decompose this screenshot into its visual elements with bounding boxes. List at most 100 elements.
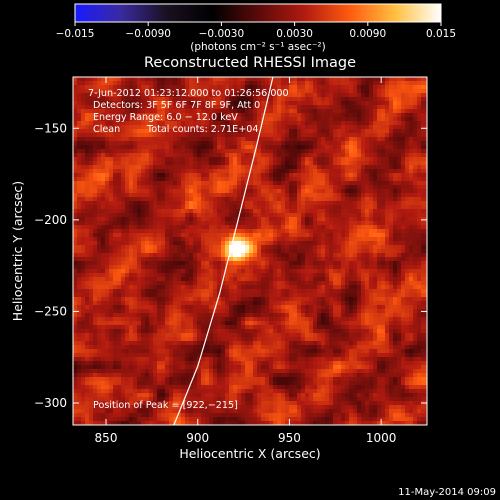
heatmap-cell — [209, 293, 214, 298]
heatmap-cell — [317, 173, 322, 178]
heatmap-cell — [93, 241, 98, 246]
heatmap-cell — [413, 145, 418, 150]
heatmap-cell — [425, 201, 427, 206]
colorbar-tick-label: 0.0090 — [349, 28, 386, 40]
heatmap-cell — [425, 265, 427, 270]
heatmap-cell — [417, 253, 422, 258]
heatmap-cell — [285, 141, 290, 146]
heatmap-cell — [361, 225, 366, 230]
heatmap-cell — [189, 193, 194, 198]
heatmap-cell — [285, 105, 290, 110]
heatmap-cell — [349, 285, 354, 290]
heatmap-cell — [169, 117, 174, 122]
heatmap-cell — [329, 249, 334, 254]
heatmap-cell — [349, 269, 354, 274]
heatmap-cell — [245, 233, 250, 238]
heatmap-cell — [417, 157, 422, 162]
heatmap-cell — [189, 101, 194, 106]
heatmap-cell — [349, 277, 354, 282]
heatmap-cell — [185, 209, 190, 214]
heatmap-cell — [81, 149, 86, 154]
heatmap-cell — [337, 205, 342, 210]
heatmap-cell — [89, 201, 94, 206]
heatmap-cell — [229, 225, 234, 230]
heatmap-cell — [213, 181, 218, 186]
heatmap-cell — [337, 181, 342, 186]
heatmap-cell — [313, 277, 318, 282]
heatmap-cell — [293, 153, 298, 158]
heatmap-cell — [265, 209, 270, 214]
heatmap-cell — [377, 113, 382, 118]
heatmap-cell — [245, 225, 250, 230]
heatmap-cell — [209, 181, 214, 186]
heatmap-cell — [389, 205, 394, 210]
heatmap-cell — [405, 93, 410, 98]
heatmap-cell — [125, 233, 130, 238]
heatmap-cell — [217, 221, 222, 226]
heatmap-cell — [409, 169, 414, 174]
heatmap-cell — [393, 297, 398, 302]
heatmap-cell — [277, 105, 282, 110]
heatmap-cell — [185, 265, 190, 270]
heatmap-cell — [209, 197, 214, 202]
heatmap-cell — [357, 181, 362, 186]
heatmap-cell — [161, 173, 166, 178]
heatmap-cell — [257, 197, 262, 202]
heatmap-cell — [233, 249, 238, 254]
heatmap-cell — [185, 173, 190, 178]
heatmap-cell — [337, 237, 342, 242]
heatmap-cell — [101, 245, 106, 250]
heatmap-cell — [89, 213, 94, 218]
heatmap-cell — [337, 177, 342, 182]
heatmap-cell — [141, 249, 146, 254]
heatmap-cell — [105, 173, 110, 178]
heatmap-cell — [97, 221, 102, 226]
heatmap-cell — [269, 241, 274, 246]
heatmap-cell — [185, 249, 190, 254]
heatmap-cell — [389, 249, 394, 254]
heatmap-cell — [325, 229, 330, 234]
heatmap-cell — [353, 117, 358, 122]
heatmap-cell — [97, 113, 102, 118]
heatmap-cell — [113, 137, 118, 142]
heatmap-cell — [281, 285, 286, 290]
heatmap-cell — [165, 165, 170, 170]
heatmap-cell — [117, 253, 122, 258]
heatmap-cell — [345, 177, 350, 182]
heatmap-cell — [293, 229, 298, 234]
heatmap-cell — [309, 133, 314, 138]
heatmap-cell — [237, 145, 242, 150]
heatmap-cell — [189, 97, 194, 102]
heatmap-cell — [241, 237, 246, 242]
heatmap-cell — [245, 297, 250, 302]
heatmap-cell — [261, 173, 266, 178]
heatmap-cell — [237, 257, 242, 262]
heatmap-cell — [245, 173, 250, 178]
heatmap-cell — [165, 233, 170, 238]
heatmap-cell — [157, 165, 162, 170]
heatmap-cell — [369, 289, 374, 294]
heatmap-cell — [425, 109, 427, 114]
heatmap-cell — [377, 153, 382, 158]
heatmap-cell — [185, 213, 190, 218]
heatmap-cell — [197, 121, 202, 126]
heatmap-cell — [97, 289, 102, 294]
heatmap-cell — [417, 189, 422, 194]
heatmap-cell — [305, 105, 310, 110]
heatmap-cell — [341, 181, 346, 186]
heatmap-cell — [97, 169, 102, 174]
heatmap-cell — [137, 97, 142, 102]
heatmap-cell — [217, 205, 222, 210]
heatmap-cell — [105, 153, 110, 158]
heatmap-cell — [89, 205, 94, 210]
heatmap-cell — [257, 129, 262, 134]
heatmap-cell — [149, 193, 154, 198]
heatmap-cell — [325, 145, 330, 150]
heatmap-cell — [385, 121, 390, 126]
heatmap-cell — [113, 249, 118, 254]
heatmap-cell — [117, 285, 122, 290]
heatmap-cell — [209, 125, 214, 130]
heatmap-cell — [285, 277, 290, 282]
heatmap-cell — [113, 253, 118, 258]
heatmap-cell — [141, 157, 146, 162]
